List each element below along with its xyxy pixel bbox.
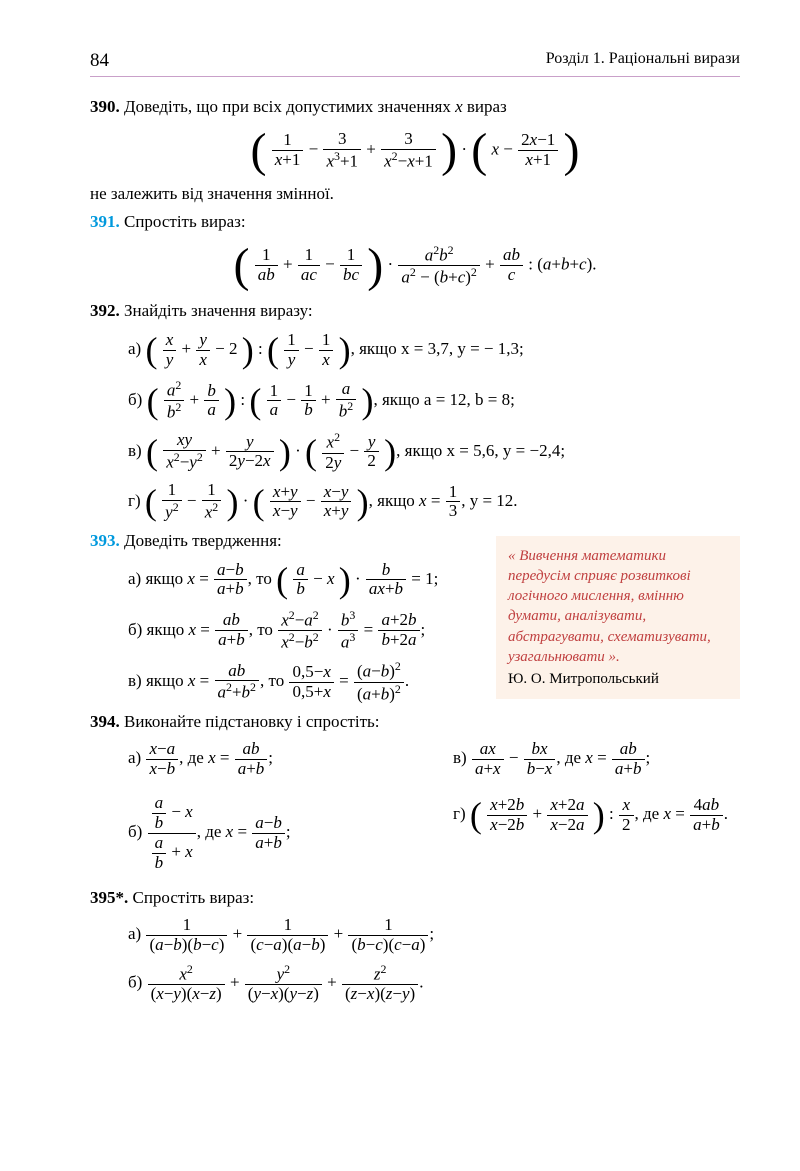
- ex-text: Доведіть, що при всіх допустимих значенн…: [124, 97, 507, 116]
- ex-text: Спростіть вираз:: [133, 888, 255, 907]
- exercise-391: 391. Спростіть вираз: ( 1ab + 1ac − 1bc …: [90, 212, 740, 293]
- exercise-395: 395*. Спростіть вираз: а) 1(a−b)(b−c) + …: [90, 888, 740, 1003]
- item-d: г) ( x+2bx−2b + x+2ax−2a ) : x2, де x = …: [415, 794, 740, 836]
- exercise-390: 390. Доведіть, що при всіх допустимих зн…: [90, 97, 740, 204]
- page-header: 84 Розділ 1. Раціональні вирази: [90, 50, 740, 77]
- item-b: б) ab − x ab + x , де x = a−ba+b;: [90, 794, 415, 872]
- ex-num: 395*.: [90, 888, 128, 907]
- formula: ( 1ab + 1ac − 1bc ) · a2b2a2 − (b+c)2 + …: [90, 238, 740, 293]
- ex-num: 390.: [90, 97, 120, 116]
- ex-num: 393.: [90, 531, 120, 550]
- ex-num: 392.: [90, 301, 120, 320]
- item-c: в) ( xyx2−y2 + y2y−2x ) · ( x22y − y2 ),…: [90, 431, 740, 473]
- item-a: а) 1(a−b)(b−c) + 1(c−a)(a−b) + 1(b−c)(c−…: [90, 916, 740, 954]
- item-a: а) x−ax−b, де x = aba+b;: [90, 740, 415, 778]
- ex-text: Доведіть твердження:: [124, 531, 282, 550]
- item-a: а) ( xy + yx − 2 ) : ( 1y − 1x ), якщо x…: [90, 329, 740, 371]
- page-number: 84: [90, 50, 109, 72]
- chapter-title: Розділ 1. Раціональні вирази: [546, 50, 740, 72]
- ex-text-end: не залежить від значення змінної.: [90, 184, 740, 204]
- ex-num: 394.: [90, 712, 120, 731]
- ex-text: Спростіть вираз:: [124, 212, 246, 231]
- quote-text: « Вивчення математики передусім сприяє р…: [508, 546, 728, 668]
- exercise-394: 394. Виконайте підстановку і спростіть: …: [90, 712, 740, 880]
- quote-author: Ю. О. Митропольський: [508, 669, 728, 689]
- item-b: б) ( a2b2 + ba ) : ( 1a − 1b + ab2 ), як…: [90, 379, 740, 423]
- formula: ( 1x+1 − 3x3+1 + 3x2−x+1 ) · ( x − 2x−1x…: [90, 123, 740, 178]
- quote-box: « Вивчення математики передусім сприяє р…: [496, 536, 740, 700]
- ex-num: 391.: [90, 212, 120, 231]
- exercise-392: 392. Знайдіть значення виразу: а) ( xy +…: [90, 301, 740, 523]
- item-c: в) axa+x − bxb−x, де x = aba+b;: [415, 740, 740, 778]
- item-d: г) ( 1y2 − 1x2 ) · ( x+yx−y − x−yx+y ), …: [90, 481, 740, 523]
- item-b: б) x2(x−y)(x−z) + y2(y−x)(y−z) + z2(z−x)…: [90, 963, 740, 1004]
- ex-text: Виконайте підстановку і спростіть:: [124, 712, 380, 731]
- ex-text: Знайдіть значення виразу:: [124, 301, 313, 320]
